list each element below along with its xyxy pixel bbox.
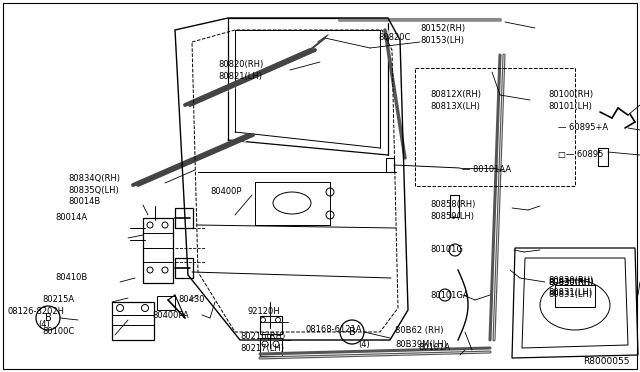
Text: 80830(RH): 80830(RH) (548, 278, 593, 286)
Text: (4): (4) (358, 340, 370, 350)
Text: 08168-6121A: 08168-6121A (305, 326, 362, 334)
Bar (260, 338, 282, 356)
Text: 80B39M(LH): 80B39M(LH) (395, 340, 447, 350)
Text: 80820C: 80820C (378, 33, 410, 42)
Text: 08126-8202H: 08126-8202H (8, 308, 65, 317)
Text: 80820(RH): 80820(RH) (218, 61, 263, 70)
Bar (415, 68, 575, 186)
Text: 80100C: 80100C (42, 327, 74, 337)
Bar (598, 148, 608, 166)
Text: 80813X(LH): 80813X(LH) (430, 103, 480, 112)
Bar (112, 302, 154, 340)
Text: R8000055: R8000055 (584, 357, 630, 366)
Text: 92120H: 92120H (248, 308, 280, 317)
Text: 80858(RH): 80858(RH) (430, 201, 476, 209)
Text: 80152(RH): 80152(RH) (420, 23, 465, 32)
Text: □— 60895: □— 60895 (558, 151, 604, 160)
Text: 80100(RH): 80100(RH) (548, 90, 593, 99)
Text: 80834Q(RH): 80834Q(RH) (68, 173, 120, 183)
Text: 80821(LH): 80821(LH) (218, 71, 262, 80)
Text: 80812X(RH): 80812X(RH) (430, 90, 481, 99)
Text: 80400P: 80400P (210, 187, 241, 196)
Text: 80830(RH): 80830(RH) (548, 276, 593, 285)
Text: 80831(LH): 80831(LH) (548, 288, 592, 296)
Text: — 80101AA: — 80101AA (462, 166, 511, 174)
Text: 80B62 (RH): 80B62 (RH) (395, 326, 444, 334)
Text: 80217(LH): 80217(LH) (240, 343, 284, 353)
Bar (143, 218, 173, 283)
Text: 80101A: 80101A (418, 343, 450, 353)
Text: 80216(RH): 80216(RH) (240, 331, 285, 340)
Text: 80859(LH): 80859(LH) (430, 212, 474, 221)
Bar (175, 208, 193, 228)
Text: 80831(LH): 80831(LH) (548, 289, 592, 298)
Text: 80830(RH): 80830(RH) (548, 278, 593, 286)
Text: 80101GA: 80101GA (430, 291, 468, 299)
Bar (555, 285, 595, 307)
Text: 80101G: 80101G (430, 246, 463, 254)
Text: 80014B: 80014B (68, 198, 100, 206)
Bar (260, 316, 282, 334)
Text: B: B (45, 313, 51, 323)
Bar (175, 258, 193, 278)
Text: 80410B: 80410B (55, 273, 87, 282)
Text: 80101(LH): 80101(LH) (548, 103, 592, 112)
Bar (450, 195, 459, 217)
Text: 80430: 80430 (178, 295, 205, 305)
Text: 80835Q(LH): 80835Q(LH) (68, 186, 119, 195)
Bar (386, 158, 394, 172)
Text: — 60895+A: — 60895+A (558, 124, 608, 132)
Text: B: B (349, 327, 355, 337)
Text: (4): (4) (38, 321, 50, 330)
Text: 80153(LH): 80153(LH) (420, 35, 464, 45)
Text: 80400PA: 80400PA (152, 311, 189, 320)
Bar (157, 296, 175, 310)
Text: 80014A: 80014A (55, 214, 87, 222)
Text: 80215A: 80215A (42, 295, 74, 305)
